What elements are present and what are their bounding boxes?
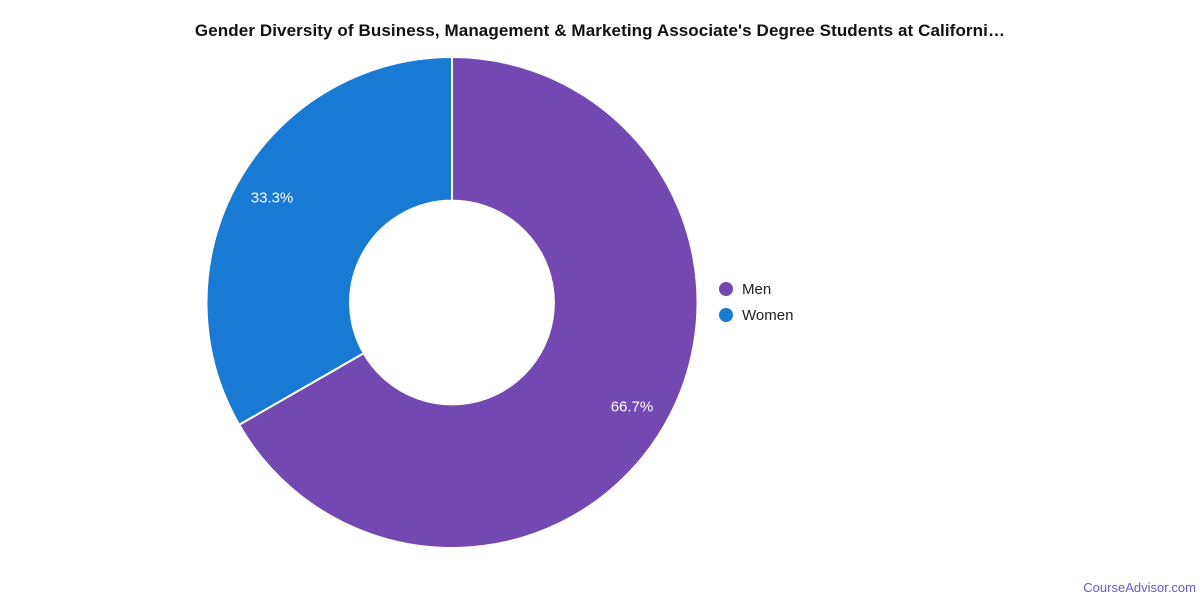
courseadvisor-link[interactable]: CourseAdvisor.com: [1083, 580, 1196, 595]
legend-label-women: Women: [742, 306, 794, 324]
legend-swatch-women-icon: [719, 308, 733, 322]
chart-title: Gender Diversity of Business, Management…: [194, 21, 1006, 40]
slice-women[interactable]: [205, 55, 453, 427]
legend-item-men: Men: [719, 276, 793, 302]
legend-item-women: Women: [719, 302, 793, 328]
slice-men[interactable]: [237, 55, 699, 549]
legend-swatch-men-icon: [719, 282, 733, 296]
legend-label-men: Men: [742, 280, 772, 298]
legend: Men Women: [719, 276, 793, 328]
